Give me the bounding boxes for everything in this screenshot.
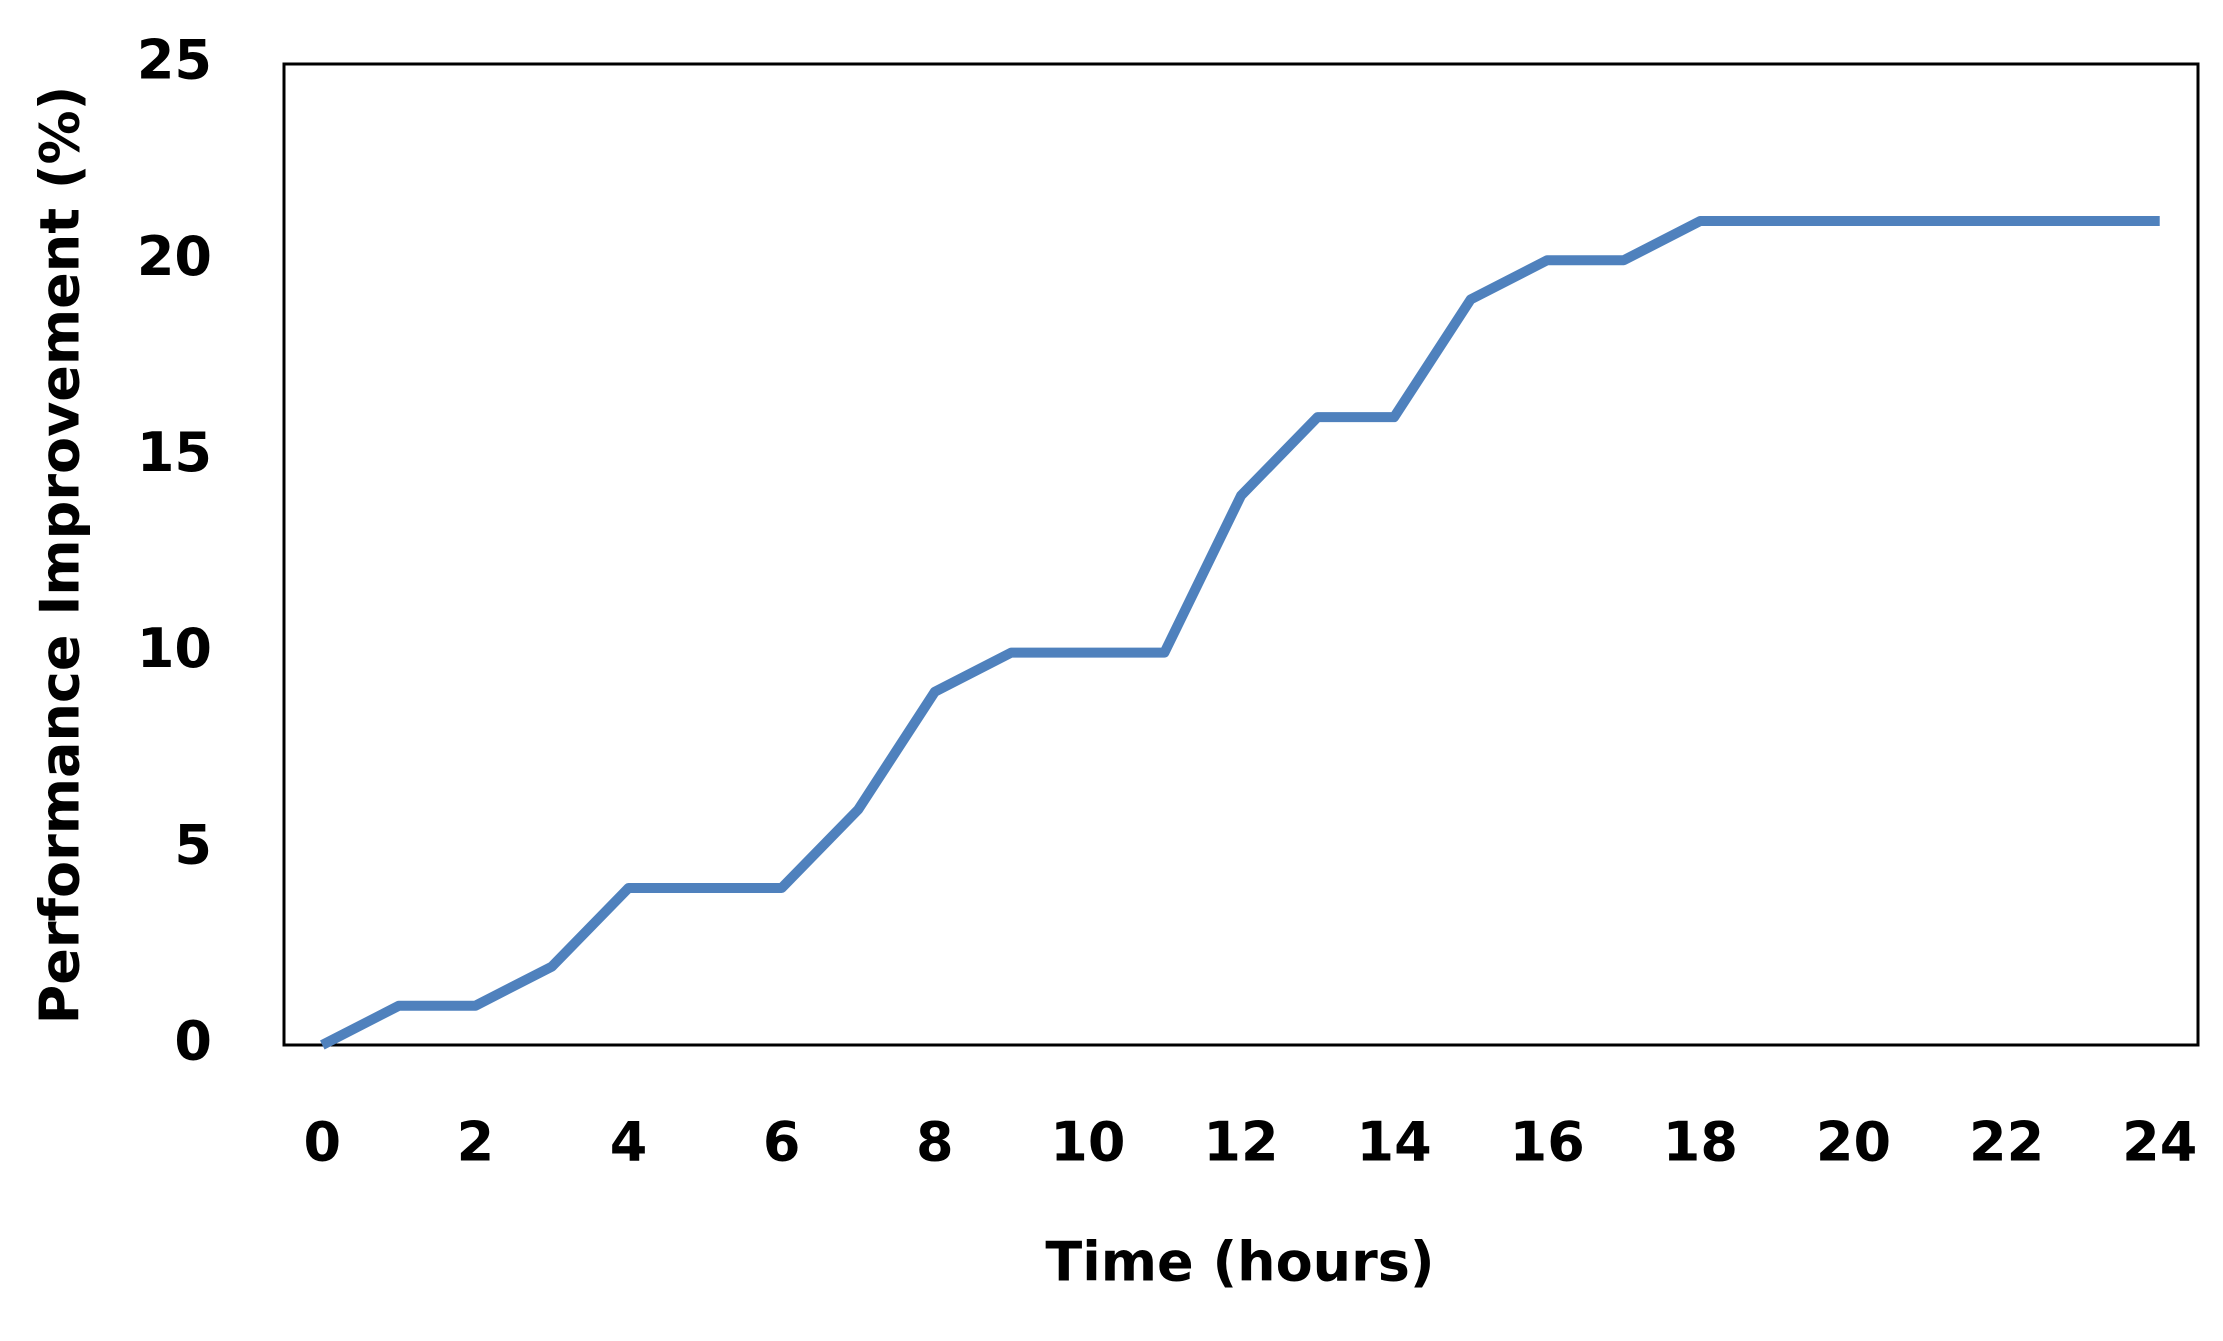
x-tick-label: 10 xyxy=(1050,1111,1125,1174)
x-tick-label: 16 xyxy=(1510,1111,1585,1174)
x-tick-label: 22 xyxy=(1969,1111,2044,1174)
x-tick-label: 14 xyxy=(1357,1111,1432,1174)
x-tick-label: 18 xyxy=(1663,1111,1738,1174)
y-tick-label: 15 xyxy=(137,421,212,484)
x-tick-label: 0 xyxy=(303,1111,341,1174)
x-tick-label: 12 xyxy=(1203,1111,1278,1174)
x-tick-label: 4 xyxy=(610,1111,648,1174)
x-tick-label: 6 xyxy=(763,1111,801,1174)
plot-area xyxy=(282,62,2200,1047)
x-tick-label: 8 xyxy=(916,1111,954,1174)
x-axis-title: Time (hours) xyxy=(1045,1231,1434,1294)
y-tick-label: 25 xyxy=(137,29,212,92)
x-tick-label: 20 xyxy=(1816,1111,1891,1174)
data-line xyxy=(319,215,2160,1050)
x-tick-label: 24 xyxy=(2122,1111,2197,1174)
y-tick-label: 0 xyxy=(174,1010,212,1073)
x-tick-label: 2 xyxy=(457,1111,495,1174)
y-axis-title: Performance Improvement (%) xyxy=(29,86,92,1025)
y-tick-label: 10 xyxy=(137,617,212,680)
y-tick-label: 20 xyxy=(137,225,212,288)
y-tick-label: 5 xyxy=(174,813,212,876)
